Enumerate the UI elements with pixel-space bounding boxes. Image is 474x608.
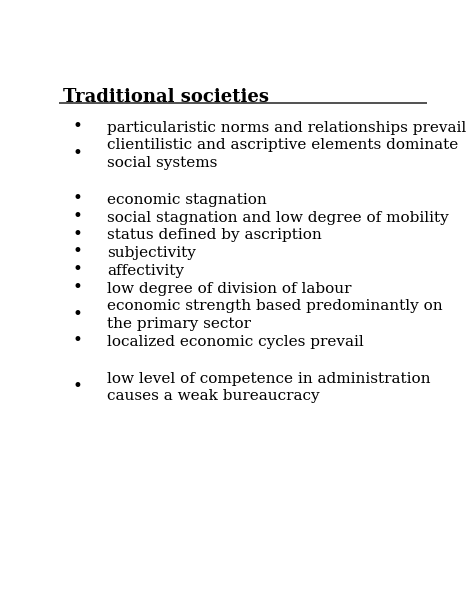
Text: particularistic norms and relationships prevail: particularistic norms and relationships … [107,120,466,134]
Text: •: • [73,306,82,323]
Text: social systems: social systems [107,156,218,170]
Text: •: • [73,279,82,296]
Text: affectivity: affectivity [107,264,184,278]
Text: clientilistic and ascriptive elements dominate: clientilistic and ascriptive elements do… [107,139,458,153]
Text: •: • [73,118,82,135]
Text: subjectivity: subjectivity [107,246,196,260]
Text: •: • [73,332,82,349]
Text: •: • [73,208,82,225]
Text: causes a weak bureaucracy: causes a weak bureaucracy [107,389,319,403]
Text: •: • [73,145,82,162]
Text: •: • [73,190,82,207]
Text: status defined by ascription: status defined by ascription [107,229,322,243]
Text: economic strength based predominantly on: economic strength based predominantly on [107,300,443,314]
Text: the primary sector: the primary sector [107,317,251,331]
Text: Traditional societies: Traditional societies [63,88,269,106]
Text: localized economic cycles prevail: localized economic cycles prevail [107,335,364,349]
Text: social stagnation and low degree of mobility: social stagnation and low degree of mobi… [107,210,449,224]
Text: low level of competence in administration: low level of competence in administratio… [107,371,430,385]
Text: economic stagnation: economic stagnation [107,193,267,207]
Text: •: • [73,226,82,243]
Text: •: • [73,261,82,278]
Text: •: • [73,243,82,260]
Text: •: • [73,378,82,395]
Text: low degree of division of labour: low degree of division of labour [107,282,352,295]
